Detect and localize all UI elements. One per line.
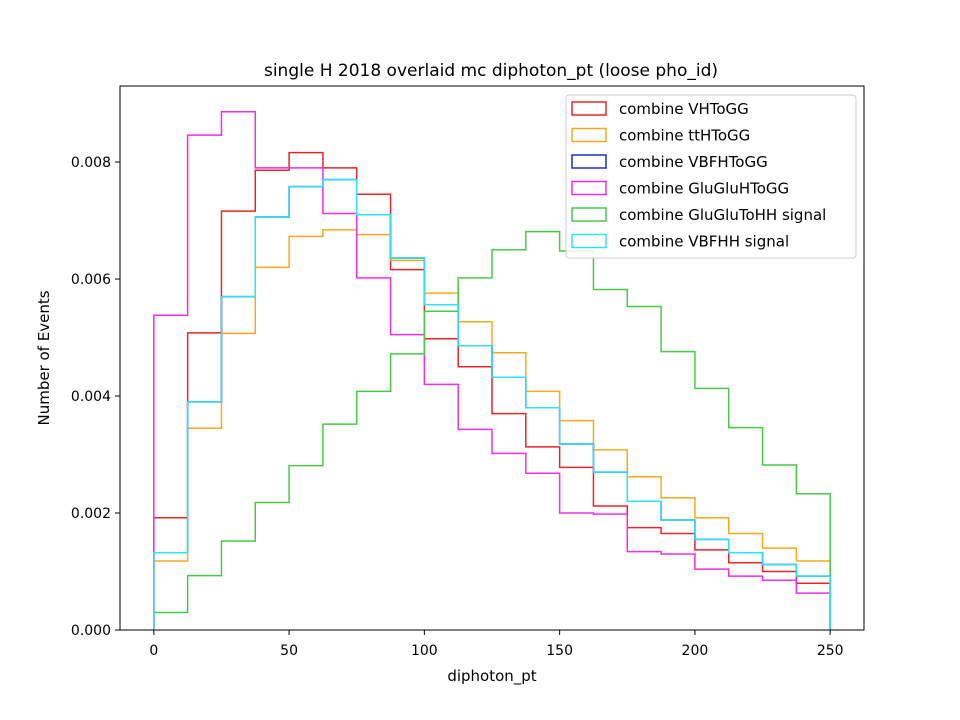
legend-swatch xyxy=(571,207,607,222)
series-line-4 xyxy=(153,230,831,630)
series-line-5 xyxy=(153,178,831,630)
y-tick-label: 0.006 xyxy=(71,272,111,288)
chart-title: single H 2018 overlaid mc diphoton_pt (l… xyxy=(264,61,718,81)
x-tick-label: 250 xyxy=(817,643,844,659)
x-axis-label: diphoton_pt xyxy=(447,667,536,686)
series-line-3 xyxy=(153,110,831,630)
legend-entry-label: combine VBFHToGG xyxy=(619,153,768,171)
x-tick-label: 100 xyxy=(411,643,438,659)
legend-entries: combine VHToGG combine ttHToGG combine VBF… xyxy=(571,100,826,251)
legend-swatch xyxy=(571,180,607,196)
x-tick-label: 200 xyxy=(682,643,709,659)
legend-entry-label: combine GluGluHToGG xyxy=(619,180,789,198)
x-tick-label: 50 xyxy=(280,643,298,659)
x-tick-label: 150 xyxy=(546,643,573,659)
plot-series-group xyxy=(153,110,831,630)
legend-swatch xyxy=(571,127,607,143)
y-axis-ticks: 0.000 0.002 0.004 0.006 0.008 xyxy=(71,155,120,639)
x-tick-label: 0 xyxy=(149,643,158,659)
legend-swatch xyxy=(571,233,607,249)
legend-swatch xyxy=(571,154,607,169)
legend-entry-label: combine GluGluToHH signal xyxy=(619,206,826,224)
y-tick-label: 0.004 xyxy=(71,389,111,405)
legend-entry-label: combine VBFHH signal xyxy=(619,233,789,251)
plot-frame xyxy=(119,85,865,631)
legend-entry-label: combine ttHToGG xyxy=(619,127,750,145)
legend-entry-label: combine VHToGG xyxy=(619,100,749,118)
legend-swatch xyxy=(571,101,607,116)
y-tick-label: 0.000 xyxy=(71,623,111,639)
legend: combine VHToGG combine ttHToGG combine VBF… xyxy=(565,94,857,259)
y-tick-label: 0.002 xyxy=(71,506,111,522)
y-tick-label: 0.008 xyxy=(71,155,111,171)
y-axis-label: Number of Events xyxy=(35,290,53,425)
x-axis-ticks: 0 50 100 150 200 250 xyxy=(149,630,844,659)
legend-box xyxy=(565,94,857,259)
